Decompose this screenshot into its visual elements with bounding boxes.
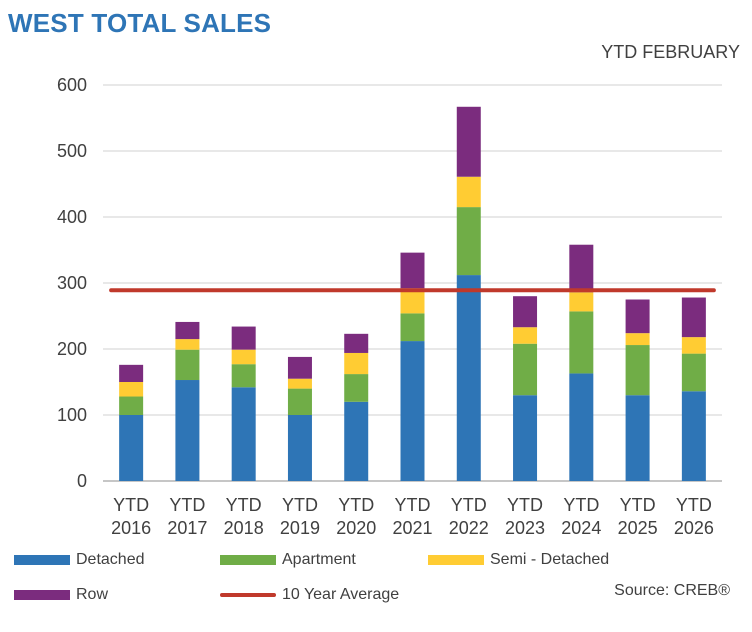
- legend-detached: Detached: [14, 551, 145, 569]
- bar-apartment-2017: [175, 349, 200, 381]
- y-tick-label: 0: [77, 471, 87, 491]
- x-tick-label-line2: 2026: [674, 518, 714, 538]
- bar-apartment-2026: [681, 353, 706, 392]
- legend-semi-detached-swatch: [428, 555, 484, 565]
- chart-subtitle: YTD FEBRUARY: [601, 42, 740, 62]
- x-tick-label-line1: YTD: [676, 495, 712, 515]
- legend-apartment-label: Apartment: [282, 551, 356, 568]
- bar-apartment-2016: [119, 396, 144, 415]
- bar-semi-detached-2024: [569, 292, 594, 312]
- legend-detached-label: Detached: [76, 551, 145, 568]
- bar-row-2020: [344, 333, 369, 353]
- x-tick-label-line1: YTD: [282, 495, 318, 515]
- x-tick-label-line2: 2016: [111, 518, 151, 538]
- bar-apartment-2019: [287, 388, 312, 415]
- legend-apartment-swatch: [220, 555, 276, 565]
- legend-semi-detached-label: Semi - Detached: [490, 551, 610, 568]
- chart-title: WEST TOTAL SALES: [8, 8, 272, 38]
- bar-detached-2024: [569, 373, 594, 481]
- y-tick-label: 500: [57, 141, 87, 161]
- bar-detached-2023: [513, 395, 538, 481]
- x-tick-label-line1: YTD: [563, 495, 599, 515]
- bar-row-2017: [175, 321, 200, 340]
- bar-semi-detached-2023: [513, 327, 538, 344]
- x-tick-label-line2: 2017: [167, 518, 207, 538]
- bar-row-2025: [625, 299, 650, 334]
- y-tick-label: 400: [57, 207, 87, 227]
- bar-apartment-2023: [513, 343, 538, 396]
- legend-average: 10 Year Average: [220, 586, 399, 604]
- bar-semi-detached-2020: [344, 352, 369, 375]
- bar-detached-2017: [175, 380, 200, 481]
- bar-apartment-2020: [344, 374, 369, 402]
- x-tick-label-line2: 2025: [618, 518, 658, 538]
- bar-apartment-2022: [456, 207, 481, 276]
- bar-detached-2018: [231, 387, 256, 481]
- bar-apartment-2024: [569, 311, 594, 374]
- y-axis: 0 100 200 300 400 500 600: [57, 75, 87, 491]
- x-tick-label-line2: 2022: [449, 518, 489, 538]
- x-tick-label-line2: 2019: [280, 518, 320, 538]
- x-tick-label-line1: YTD: [169, 495, 205, 515]
- bar-detached-2022: [456, 275, 481, 481]
- y-tick-label: 300: [57, 273, 87, 293]
- x-tick-label-line2: 2024: [561, 518, 601, 538]
- y-tick-label: 600: [57, 75, 87, 95]
- bar-row-2016: [119, 364, 144, 382]
- bars: [119, 106, 706, 481]
- source-note: Source: CREB®: [614, 582, 730, 599]
- bar-row-2026: [681, 297, 706, 338]
- legend-row-label: Row: [76, 586, 109, 603]
- bar-semi-detached-2025: [625, 333, 650, 346]
- x-tick-label-line1: YTD: [338, 495, 374, 515]
- bar-semi-detached-2021: [400, 288, 425, 314]
- x-tick-label-line1: YTD: [113, 495, 149, 515]
- x-tick-label-line2: 2018: [224, 518, 264, 538]
- bar-detached-2026: [681, 391, 706, 481]
- legend-average-swatch: [220, 593, 276, 597]
- x-tick-label-line1: YTD: [226, 495, 262, 515]
- x-tick-label-line2: 2023: [505, 518, 545, 538]
- y-tick-label: 100: [57, 405, 87, 425]
- legend-average-label: 10 Year Average: [282, 586, 400, 603]
- legend-row: Row: [14, 586, 108, 604]
- x-tick-label-line1: YTD: [451, 495, 487, 515]
- bar-apartment-2018: [231, 364, 256, 388]
- bar-detached-2019: [287, 415, 312, 481]
- bar-row-2018: [231, 326, 256, 350]
- bar-apartment-2025: [625, 345, 650, 396]
- x-tick-label-line2: 2020: [336, 518, 376, 538]
- bar-row-2019: [287, 356, 312, 379]
- bar-detached-2021: [400, 341, 425, 481]
- bar-semi-detached-2022: [456, 176, 481, 208]
- x-tick-label-line1: YTD: [395, 495, 431, 515]
- bar-detached-2025: [625, 395, 650, 481]
- y-tick-label: 200: [57, 339, 87, 359]
- bar-row-2021: [400, 252, 425, 289]
- bar-semi-detached-2026: [681, 337, 706, 354]
- legend-row-swatch: [14, 590, 70, 600]
- legend-semi-detached: Semi - Detached: [428, 551, 609, 569]
- x-tick-label-line1: YTD: [620, 495, 656, 515]
- bar-detached-2016: [119, 415, 144, 481]
- x-tick-label-line2: 2021: [392, 518, 432, 538]
- bar-row-2023: [513, 296, 538, 328]
- bar-apartment-2021: [400, 313, 425, 342]
- x-axis: YTD 2016 YTD 2017 YTD 2018 YTD 2019 YTD 2020 YTD 20…: [111, 495, 714, 538]
- bar-semi-detached-2018: [231, 349, 256, 365]
- bar-semi-detached-2019: [287, 378, 312, 389]
- bar-row-2022: [456, 106, 481, 177]
- bar-semi-detached-2016: [119, 382, 144, 397]
- bar-detached-2020: [344, 401, 369, 481]
- legend-detached-swatch: [14, 555, 70, 565]
- bar-semi-detached-2017: [175, 339, 200, 350]
- legend-apartment: Apartment: [220, 551, 356, 569]
- x-tick-label-line1: YTD: [507, 495, 543, 515]
- bar-row-2024: [569, 244, 594, 293]
